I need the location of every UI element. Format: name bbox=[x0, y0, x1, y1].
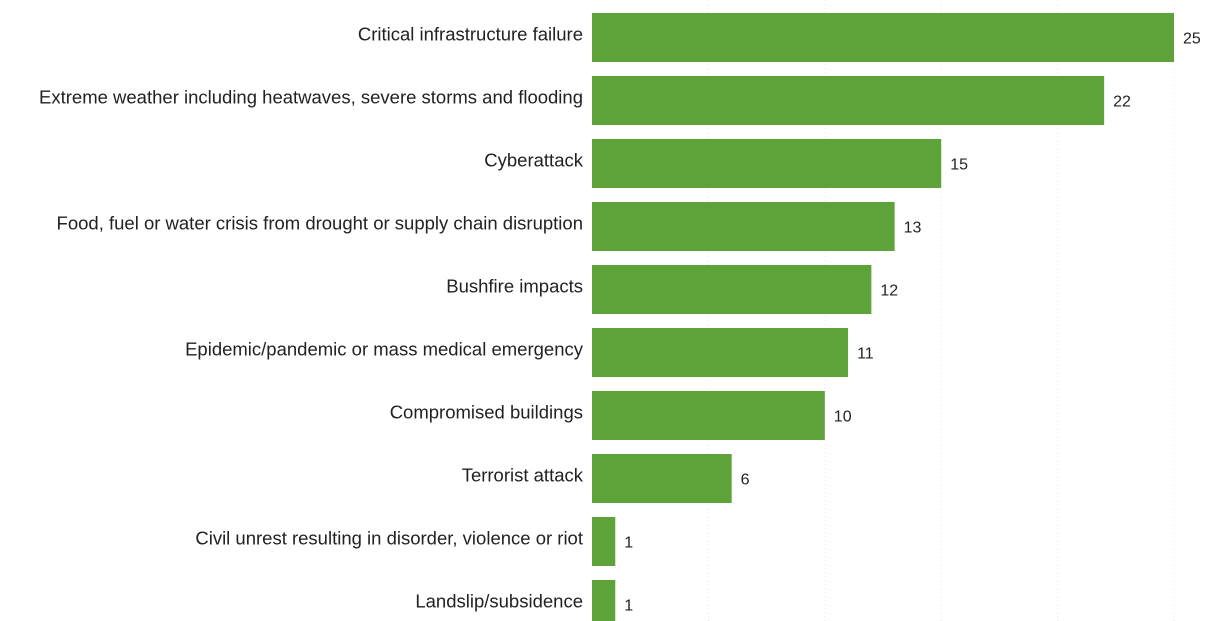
bar bbox=[592, 580, 616, 621]
value-label: 1 bbox=[624, 598, 633, 615]
category-label: Epidemic/pandemic or mass medical emerge… bbox=[185, 338, 584, 359]
category-label: Civil unrest resulting in disorder, viol… bbox=[195, 527, 583, 548]
category-label: Bushfire impacts bbox=[446, 275, 583, 296]
bar bbox=[592, 76, 1105, 125]
category-label: Terrorist attack bbox=[462, 464, 584, 485]
bar bbox=[592, 139, 942, 188]
bar bbox=[592, 391, 825, 440]
value-label: 6 bbox=[741, 472, 750, 489]
value-label: 13 bbox=[904, 220, 922, 237]
bar bbox=[592, 328, 849, 377]
bar bbox=[592, 454, 732, 503]
bars bbox=[592, 13, 1174, 621]
category-label: Critical infrastructure failure bbox=[358, 23, 583, 44]
value-label: 1 bbox=[624, 535, 633, 552]
value-label: 12 bbox=[880, 283, 898, 300]
value-label: 22 bbox=[1113, 94, 1131, 111]
bar bbox=[592, 202, 895, 251]
category-label: Landslip/subsidence bbox=[415, 590, 583, 611]
value-label: 15 bbox=[950, 157, 968, 174]
bar bbox=[592, 517, 616, 566]
value-label: 11 bbox=[857, 346, 874, 363]
category-label: Extreme weather including heatwaves, sev… bbox=[39, 86, 583, 107]
category-labels: Critical infrastructure failure Extreme w… bbox=[39, 23, 584, 611]
value-label: 10 bbox=[834, 409, 852, 426]
value-label: 25 bbox=[1183, 31, 1201, 48]
bar bbox=[592, 265, 872, 314]
category-label: Cyberattack bbox=[484, 149, 583, 170]
bar bbox=[592, 13, 1174, 62]
category-label: Compromised buildings bbox=[390, 401, 583, 422]
category-label: Food, fuel or water crisis from drought … bbox=[57, 212, 583, 233]
